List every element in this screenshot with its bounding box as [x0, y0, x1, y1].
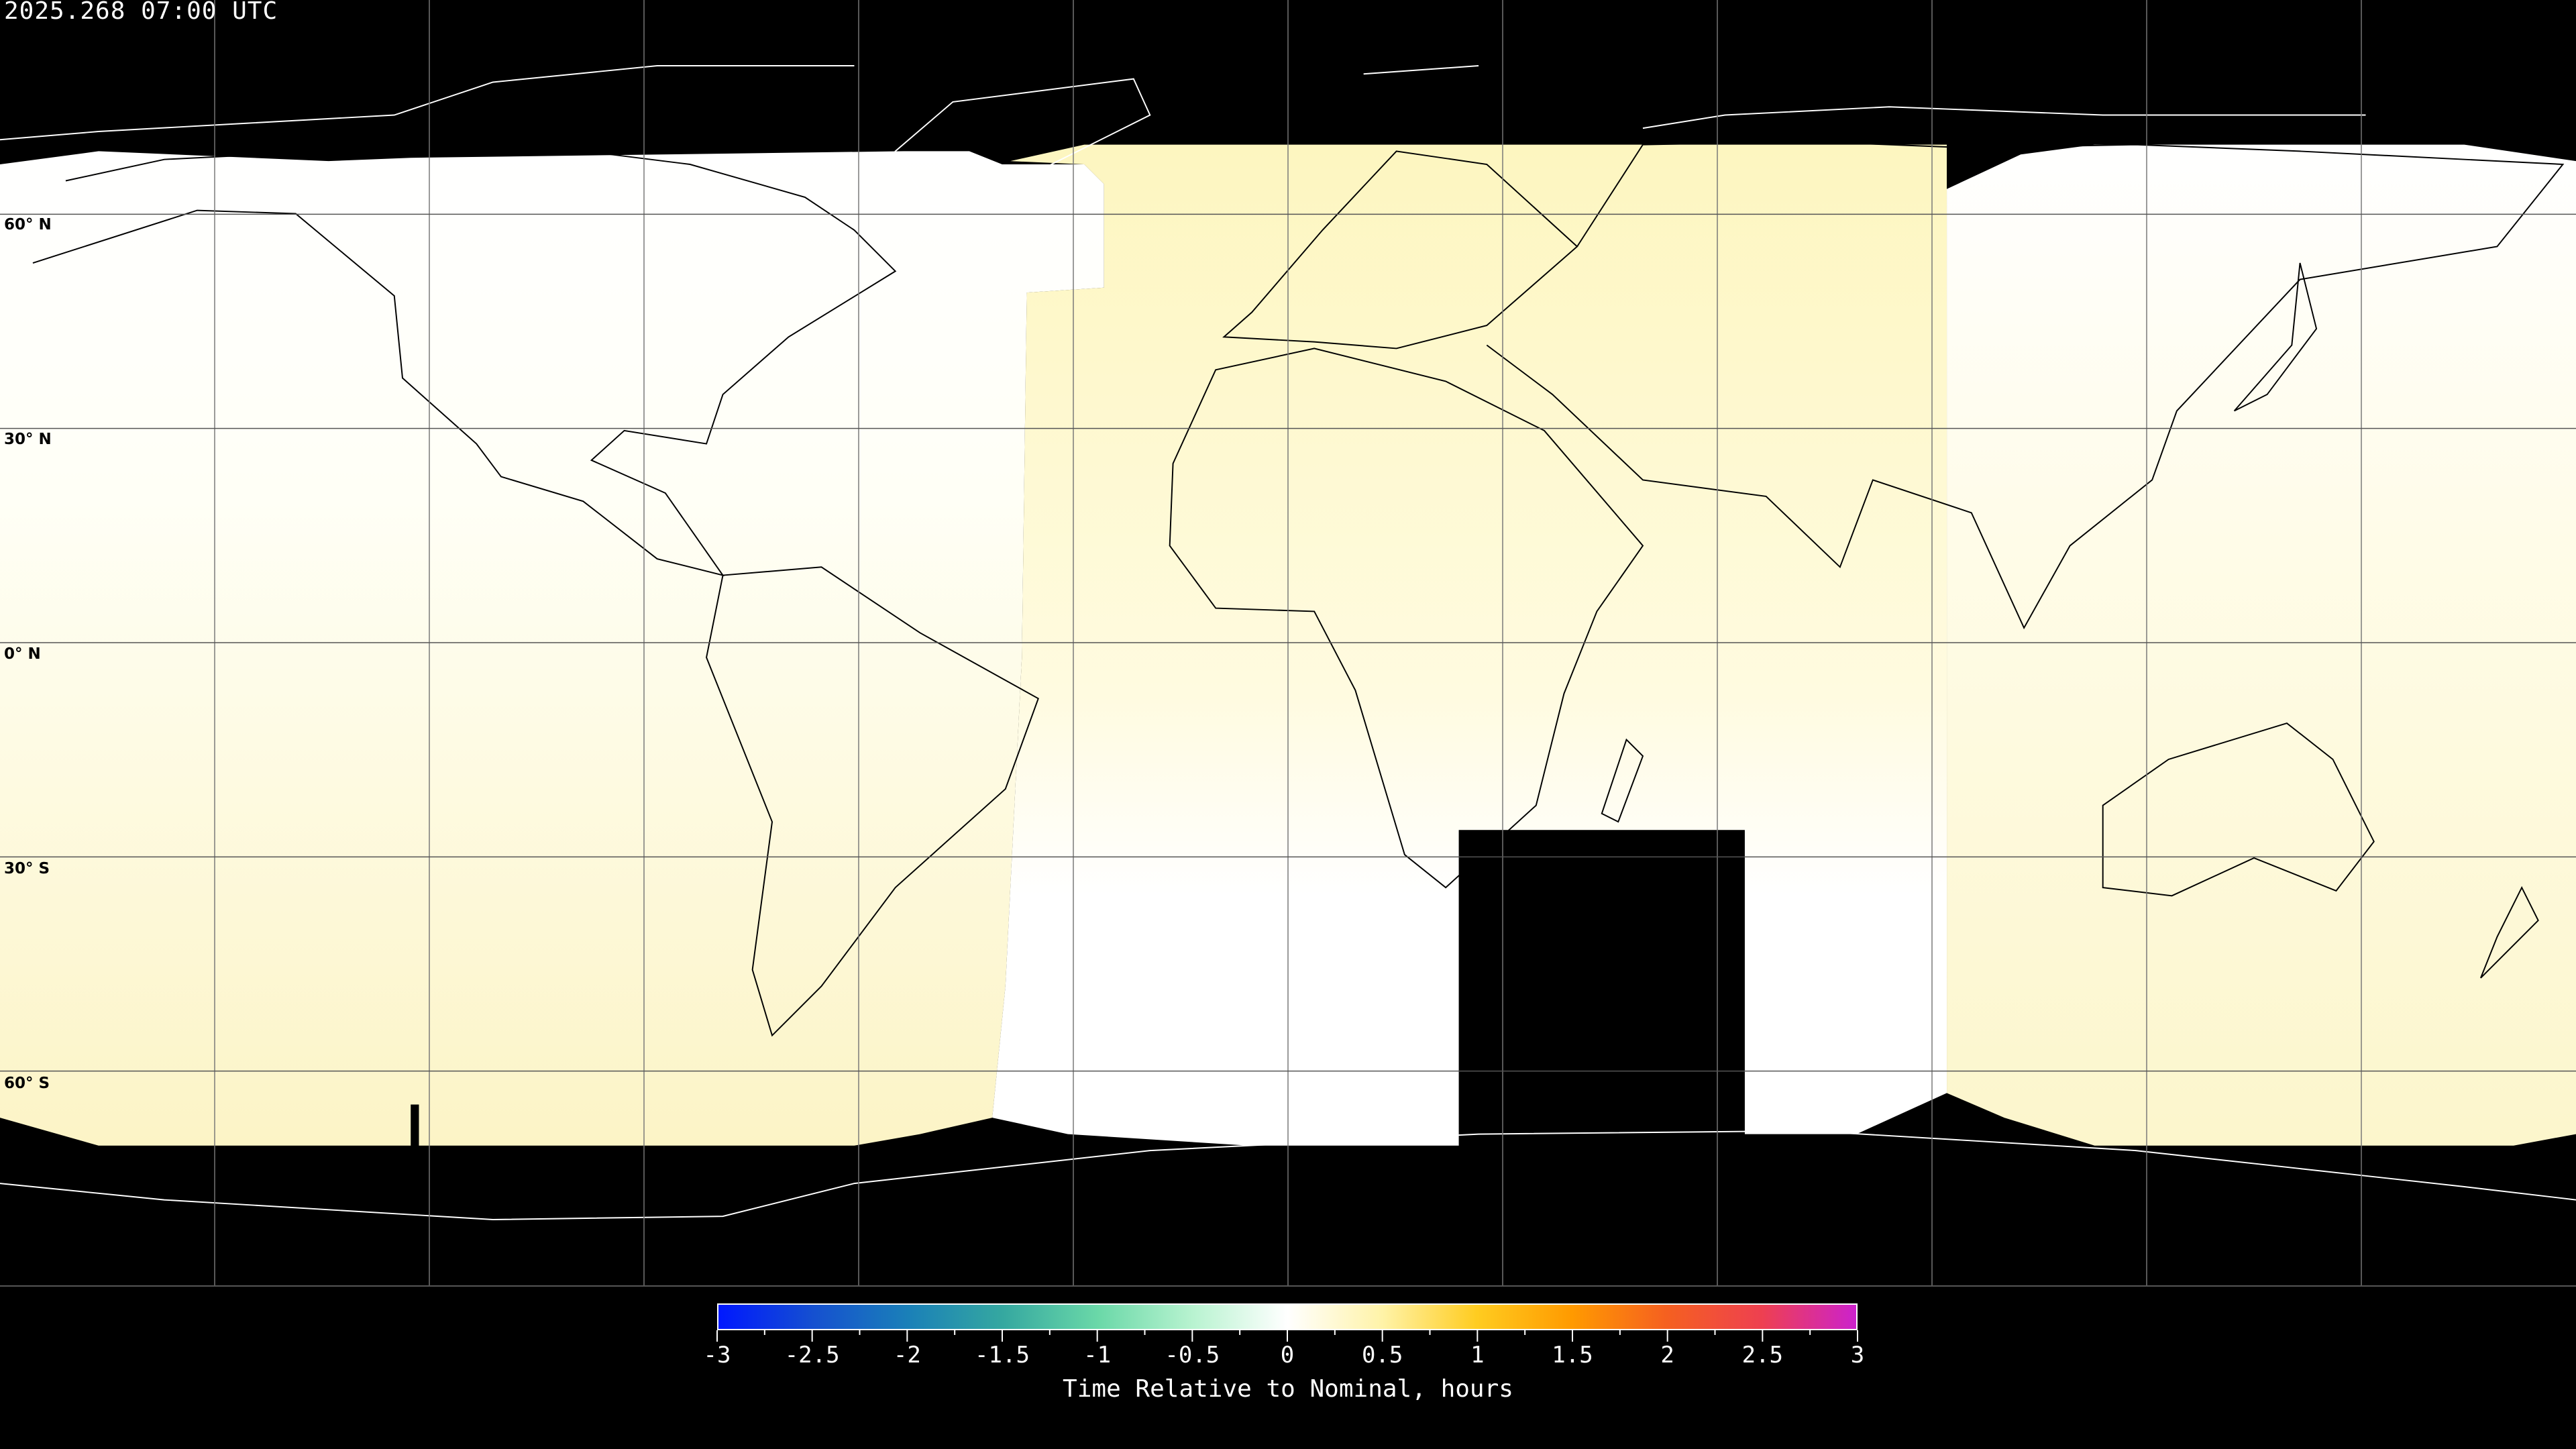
tick-label: -1 — [1083, 1342, 1112, 1368]
tick-label: 0.5 — [1361, 1342, 1403, 1368]
tick-label: -1.5 — [975, 1342, 1030, 1368]
tick-label: -0.5 — [1165, 1342, 1220, 1368]
data-region-center — [992, 144, 1947, 1146]
colorbar-title: Time Relative to Nominal, hours — [1063, 1375, 1513, 1403]
tick-label: -2 — [893, 1342, 921, 1368]
tick-label: 2.5 — [1741, 1342, 1784, 1368]
data-region-west — [0, 151, 1104, 1146]
lat-label-30s: 30° S — [4, 860, 50, 877]
timestamp: 2025.268 07:00 UTC — [4, 0, 278, 25]
tick-label: -3 — [703, 1342, 731, 1368]
graticule — [0, 0, 2576, 1285]
lat-label-0: 0° N — [4, 645, 41, 663]
tick-label: 1.5 — [1552, 1342, 1593, 1368]
lat-label-60s: 60° S — [4, 1075, 50, 1092]
colorbar — [717, 1303, 1858, 1330]
lat-label-60n: 60° N — [4, 216, 52, 233]
tick-label: 2 — [1660, 1342, 1674, 1368]
tick-label: 0 — [1280, 1342, 1295, 1368]
tick-label: -2.5 — [784, 1342, 840, 1368]
lat-label-30n: 30° N — [4, 431, 52, 448]
world-map — [0, 0, 2576, 1285]
tick-label: 1 — [1470, 1342, 1485, 1368]
data-region-east — [1947, 144, 2576, 1146]
no-data-block — [1458, 830, 1745, 1146]
tick-label: 3 — [1850, 1342, 1865, 1368]
divider — [0, 1285, 2576, 1287]
coastlines — [0, 65, 2576, 1220]
